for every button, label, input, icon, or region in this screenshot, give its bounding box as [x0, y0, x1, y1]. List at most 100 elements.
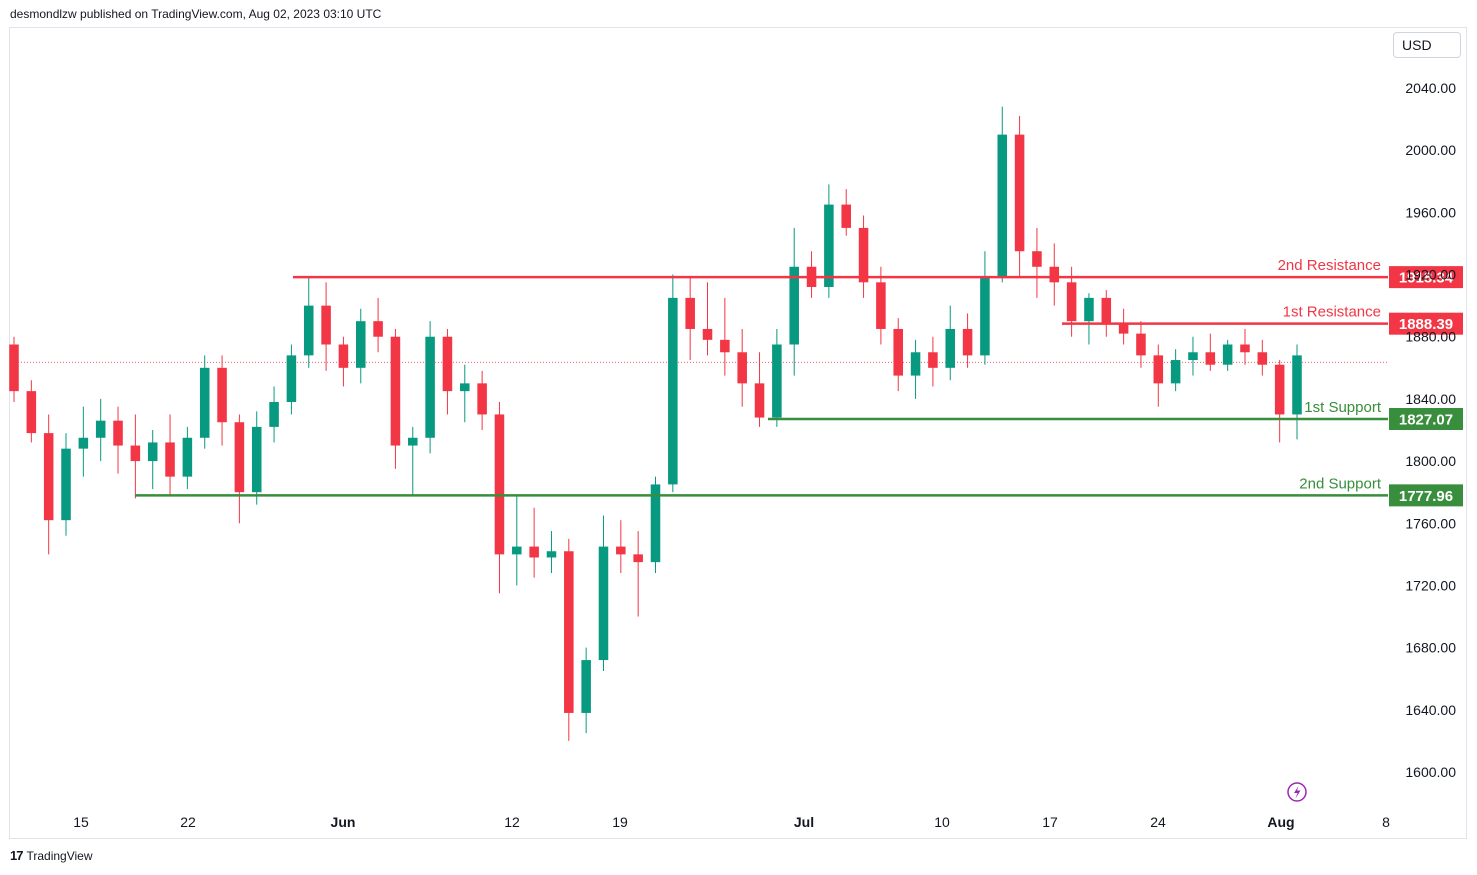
- candle-body: [754, 383, 765, 418]
- candle: [546, 531, 557, 574]
- time-tick-label: 22: [180, 814, 196, 830]
- candle: [477, 370, 487, 430]
- candle-body: [425, 336, 435, 438]
- candle: [1188, 336, 1198, 376]
- candle-body: [355, 321, 366, 368]
- price-tick-label: 1640.00: [1405, 702, 1456, 718]
- candle-body: [1136, 333, 1146, 356]
- candle: [165, 414, 175, 496]
- time-tick-label: 24: [1150, 814, 1166, 830]
- candle: [1222, 339, 1233, 371]
- candle: [182, 426, 193, 490]
- candle: [650, 476, 661, 574]
- price-tick-label: 1760.00: [1405, 515, 1456, 531]
- candle-body: [78, 437, 89, 449]
- candle: [130, 414, 141, 499]
- candle: [1014, 115, 1025, 278]
- footer-brand[interactable]: TradingView: [26, 848, 93, 863]
- candle: [1066, 266, 1077, 337]
- level-price-tag: [1389, 266, 1463, 289]
- candle: [1136, 321, 1146, 368]
- candle: [355, 308, 366, 384]
- time-tick-label: 10: [934, 814, 950, 830]
- candle-body: [95, 420, 106, 438]
- level-price-label: 1827.07: [1399, 412, 1453, 429]
- candle: [1118, 308, 1129, 345]
- level-name: 2nd Resistance: [1278, 257, 1381, 274]
- candle: [321, 282, 331, 371]
- candle-body: [408, 437, 418, 446]
- candle-body: [1205, 352, 1216, 365]
- tradingview-logo-icon[interactable]: 17: [10, 848, 24, 863]
- candle: [1084, 293, 1094, 345]
- candles-group: [9, 106, 1302, 741]
- level-price-label: 1777.96: [1399, 488, 1453, 505]
- candle: [893, 318, 903, 392]
- time-tick-label: 8: [1382, 814, 1390, 830]
- candle: [858, 215, 869, 298]
- candle-body: [1066, 282, 1077, 322]
- price-tick-label: 1880.00: [1405, 329, 1456, 345]
- candle-body: [1118, 324, 1129, 334]
- candle: [1170, 349, 1181, 392]
- candle-body: [1032, 251, 1042, 267]
- candle-body: [1170, 360, 1181, 384]
- candle-body: [147, 442, 158, 462]
- time-tick-label: 15: [73, 814, 89, 830]
- time-tick-label: Aug: [1267, 814, 1294, 830]
- candle: [737, 328, 747, 407]
- candle: [234, 414, 245, 524]
- candle-body: [113, 420, 123, 446]
- candle: [1101, 290, 1112, 337]
- candle-body: [650, 484, 661, 563]
- candle-body: [26, 391, 37, 434]
- candle-body: [1274, 364, 1285, 415]
- candle: [564, 538, 574, 741]
- candle: [494, 402, 505, 594]
- candle-body: [668, 297, 678, 485]
- candle: [962, 313, 973, 368]
- candle-body: [841, 204, 851, 228]
- candle-body: [1188, 352, 1198, 361]
- candle-body: [512, 546, 522, 555]
- candle: [806, 251, 817, 298]
- time-tick-label: Jul: [794, 814, 814, 830]
- candle: [78, 406, 89, 477]
- price-tick-label: 1920.00: [1405, 267, 1456, 283]
- candle-body: [1257, 352, 1268, 365]
- candle: [373, 297, 383, 353]
- candle-body: [876, 282, 886, 329]
- candle: [720, 297, 730, 376]
- price-tick-label: 2040.00: [1405, 80, 1456, 96]
- candle-body: [373, 321, 383, 337]
- level-name: 1st Support: [1304, 399, 1382, 416]
- candle-body: [858, 227, 869, 283]
- candle-body: [460, 383, 470, 392]
- candle-body: [1084, 297, 1094, 322]
- candle-body: [824, 204, 834, 287]
- flash-icon[interactable]: [1287, 782, 1307, 802]
- candle-body: [1101, 297, 1112, 325]
- candle-body: [43, 433, 54, 521]
- candle: [113, 406, 123, 474]
- candle: [668, 274, 678, 493]
- candle: [460, 364, 470, 423]
- candle-body: [772, 344, 782, 418]
- candle-body: [564, 551, 574, 713]
- candle: [1049, 243, 1060, 306]
- candle-body: [182, 437, 193, 477]
- flash-icon-bolt: [1294, 786, 1301, 799]
- candle-body: [217, 367, 227, 423]
- currency-button[interactable]: USD: [1393, 32, 1461, 58]
- candle-body: [581, 660, 591, 713]
- candle-body: [980, 277, 990, 356]
- candle-body: [720, 339, 730, 353]
- candle: [217, 355, 227, 446]
- candle-body: [9, 344, 19, 392]
- candle: [95, 398, 106, 462]
- candle: [512, 495, 522, 586]
- candle-body: [1014, 134, 1025, 252]
- level-price-label: 1918.34: [1399, 270, 1454, 287]
- candle: [841, 189, 851, 236]
